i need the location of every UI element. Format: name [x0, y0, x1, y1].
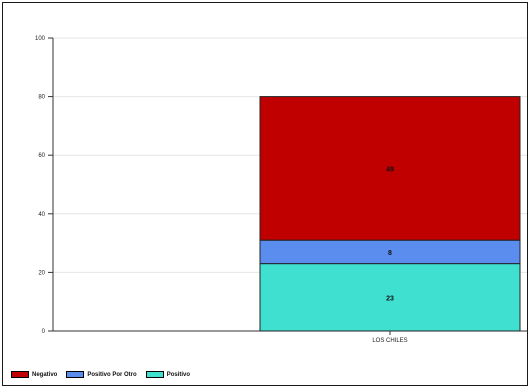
data-label: 23 [386, 295, 394, 302]
y-tick-label: 100 [35, 36, 46, 42]
legend-label: Positivo [166, 371, 191, 378]
bar-segment [259, 96, 521, 241]
legend-label: Negativo [32, 371, 58, 378]
legend-swatch [11, 371, 29, 378]
legend-swatch [145, 371, 164, 378]
data-label: 49 [386, 166, 394, 173]
legend-swatch [66, 371, 85, 378]
y-tick-label: 40 [38, 212, 45, 218]
legend-label: Positivo Por Otro [87, 371, 137, 378]
data-label: 8 [388, 250, 392, 257]
legend-item: Negativo [11, 371, 57, 378]
y-tick-label: 60 [38, 153, 45, 159]
stacked-bar-chart: 0 20 40 60 80 100 23 8 49 LOS CHILES [35, 36, 527, 344]
bar-segment [259, 263, 521, 332]
y-tick-label: 0 [42, 329, 46, 335]
legend: Negativo Positivo Por Otro Positivo [11, 371, 190, 378]
y-tick-label: 80 [38, 95, 45, 101]
legend-item: Positivo [145, 371, 191, 378]
legend-item: Positivo Por Otro [66, 371, 137, 378]
y-tick-label: 20 [38, 270, 45, 276]
x-tick-label: LOS CHILES [372, 338, 407, 344]
